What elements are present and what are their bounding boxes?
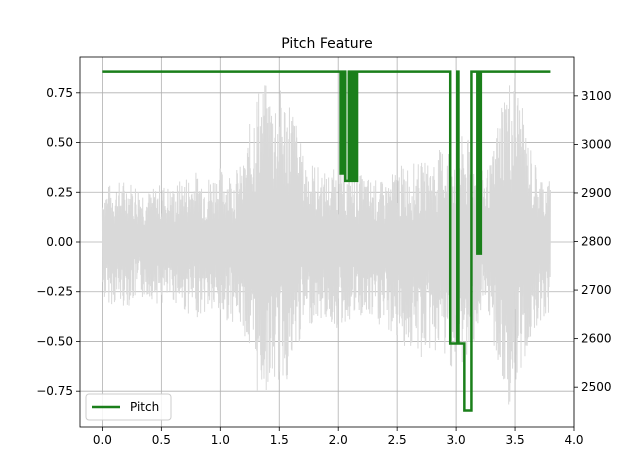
chart-title: Pitch Feature (281, 36, 372, 52)
x-tick-label-0: 0.0 (93, 433, 112, 447)
waveform-line (101, 78, 551, 405)
right-y-tick-label-2: 2700 (581, 283, 612, 297)
right-y-tick-label-4: 2900 (581, 186, 612, 200)
right-y-tick-label-0: 2500 (581, 380, 612, 394)
x-tick-label-8: 4.0 (564, 433, 583, 447)
pitch-line (102, 70, 551, 412)
x-tick-label-4: 2.0 (329, 433, 348, 447)
x-tick-label-6: 3.0 (447, 433, 466, 447)
left-y-tick-label-5: 0.50 (46, 136, 73, 150)
right-y-tick-label-3: 2800 (581, 235, 612, 249)
left-y-tick-label-3: 0.00 (46, 235, 73, 249)
left-y-axis-ticks: −0.75 −0.50 −0.25 0.00 0.25 0.50 0.75 (36, 86, 80, 398)
right-y-tick-label-1: 2600 (581, 332, 612, 346)
left-y-tick-label-2: −0.25 (36, 285, 73, 299)
right-y-axis-ticks: 2500 2600 2700 2800 2900 3000 3100 (574, 89, 612, 394)
legend-box (85, 393, 172, 421)
waveform-series (101, 78, 551, 405)
x-tick-label-7: 3.5 (506, 433, 525, 447)
right-y-tick-label-5: 3000 (581, 137, 612, 151)
left-y-tick-label-4: 0.25 (46, 185, 73, 199)
left-y-tick-label-1: −0.50 (36, 334, 73, 348)
x-tick-label-5: 2.5 (388, 433, 407, 447)
legend-pitch-label: Pitch (130, 400, 159, 414)
legend: Pitch (85, 393, 172, 421)
x-tick-label-1: 0.5 (152, 433, 171, 447)
pitch-series (102, 70, 551, 412)
x-tick-label-2: 1.0 (211, 433, 230, 447)
left-y-tick-label-6: 0.75 (46, 86, 73, 100)
left-y-tick-label-0: −0.75 (36, 384, 73, 398)
x-tick-label-3: 1.5 (270, 433, 289, 447)
right-y-tick-label-6: 3100 (581, 89, 612, 103)
x-axis-ticks: 0.0 0.5 1.0 1.5 2.0 2.5 3.0 3.5 4.0 (93, 427, 584, 447)
